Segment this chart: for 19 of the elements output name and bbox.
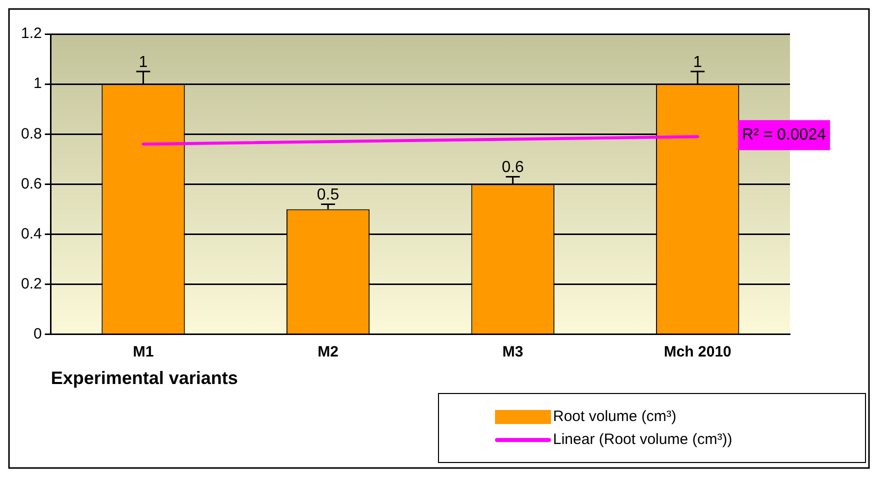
x-tick-label: Mch 2010 bbox=[664, 344, 732, 361]
annotation: R² = 0.0024 bbox=[742, 126, 826, 144]
y-tick-label: 0.8 bbox=[20, 125, 42, 142]
y-tick-label: 0 bbox=[34, 326, 42, 343]
y-tick-label: 0.2 bbox=[20, 275, 42, 292]
x-tick-label: M3 bbox=[502, 344, 524, 361]
data-label: 1 bbox=[138, 54, 148, 71]
legend-label: Root volume (cm³) bbox=[553, 408, 676, 425]
data-label: 0.5 bbox=[316, 186, 340, 204]
x-tick-label: M1 bbox=[132, 344, 154, 361]
data-label: 1 bbox=[693, 54, 702, 71]
legend-label: Linear (Root volume (cm³)) bbox=[553, 431, 732, 448]
y-tick-label: 0.4 bbox=[20, 225, 42, 242]
data-label: 0.6 bbox=[502, 159, 524, 176]
x-axis-title: Experimental variants bbox=[50, 368, 238, 388]
y-tick-label: 1.2 bbox=[20, 25, 42, 42]
y-tick-label: 1 bbox=[34, 75, 42, 92]
y-tick-label: 0.6 bbox=[20, 175, 42, 192]
x-tick-label: M2 bbox=[318, 344, 338, 361]
